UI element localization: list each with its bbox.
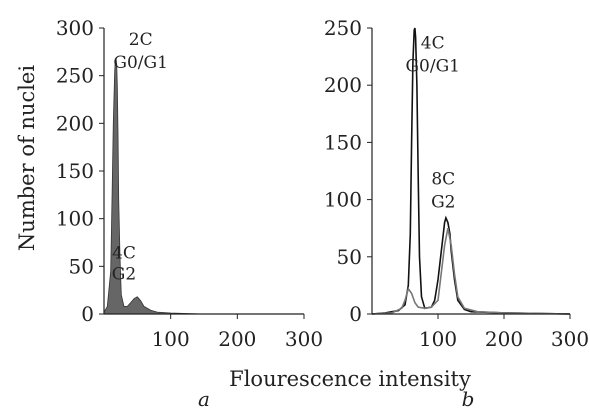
x-tick-label: 200 [218,327,256,351]
histogram-line-0 [371,27,571,315]
histogram-line-1 [371,228,571,315]
y-tick-label: 250 [56,64,94,88]
x-tick-label: 300 [551,327,589,351]
y-tick-label: 200 [324,73,362,97]
x-tick-label: 300 [285,327,323,351]
x-tick-label: 100 [419,327,457,351]
y-tick-label: 150 [324,130,362,154]
y-tick-label: 50 [337,245,362,269]
y-tick-label: 0 [81,302,94,326]
y-tick-label: 50 [69,254,94,278]
histogram-area-0 [103,58,304,315]
peak-annotation: 8C [431,170,455,190]
panel-label-a: a [198,387,210,409]
peak-annotation: G2 [112,265,136,285]
y-axis-label: Number of nuclei [15,65,39,251]
y-tick-label: 200 [56,111,94,135]
x-tick-label: 200 [485,327,523,351]
y-tick-label: 0 [349,302,362,326]
y-tick-label: 150 [56,159,94,183]
peak-annotation: G0/G1 [113,53,168,73]
x-axis-label: Flourescence intensity [229,367,471,391]
x-tick-label: 100 [152,327,190,351]
peak-annotation: G0/G1 [405,56,460,76]
peak-annotation: G2 [431,193,455,213]
peak-annotation: 2C [129,30,153,50]
panel-label-b: b [462,387,475,409]
peak-annotation: 4C [421,34,445,54]
y-tick-label: 300 [56,16,94,40]
peak-annotation: 4C [112,244,136,264]
y-tick-label: 250 [324,16,362,40]
y-tick-label: 100 [56,207,94,231]
y-tick-label: 100 [324,188,362,212]
